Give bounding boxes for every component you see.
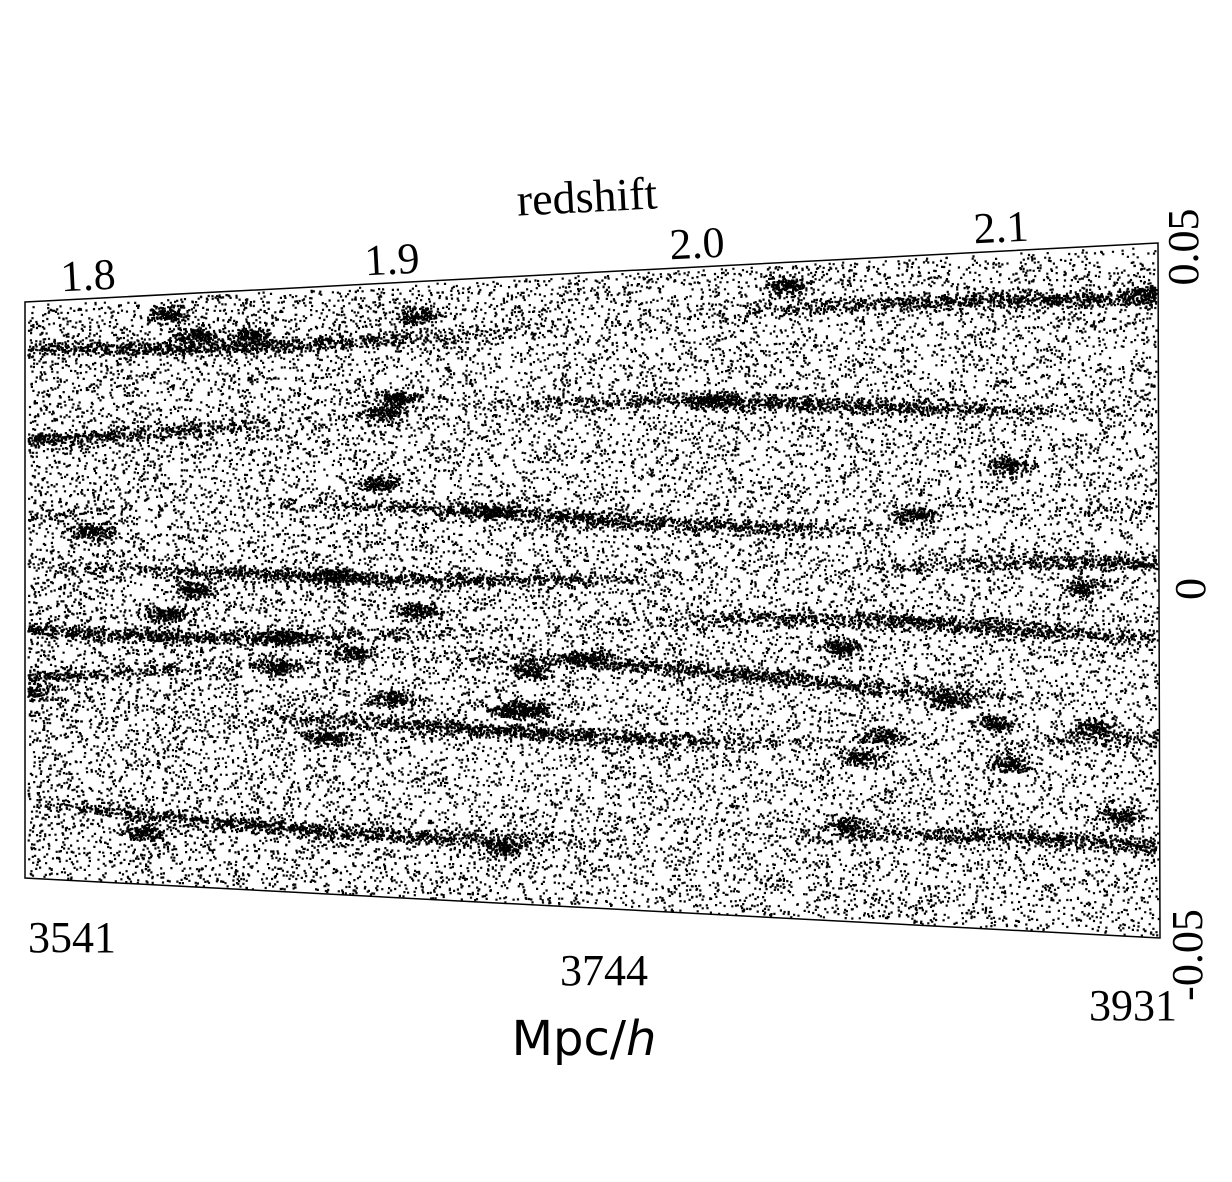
bottom-tick-label-3931: 3931	[1089, 981, 1177, 1030]
top-tick-label-2-1: 2.1	[972, 202, 1029, 254]
bottom-tick-label-3744: 3744	[560, 946, 648, 995]
right-tick-label-0-05: 0.05	[1159, 209, 1208, 286]
bottom-axis-label-italic: h	[626, 1011, 656, 1067]
top-axis-label: redshift	[515, 167, 658, 225]
bottom-axis-label: Mpc/h	[512, 1011, 657, 1067]
top-tick-label-2-0: 2.0	[668, 218, 725, 270]
right-tick-label-0: 0	[1166, 578, 1215, 600]
bottom-tick-label-3541: 3541	[28, 913, 116, 962]
bottom-axis-label-main: Mpc/	[512, 1011, 627, 1067]
scatter-point-cloud	[27, 247, 1160, 937]
top-tick-label-1-8: 1.8	[59, 250, 116, 302]
galaxy-points	[27, 247, 1160, 937]
right-tick-label-neg-0-05: -0.05	[1163, 909, 1212, 1001]
top-tick-label-1-9: 1.9	[363, 234, 420, 286]
